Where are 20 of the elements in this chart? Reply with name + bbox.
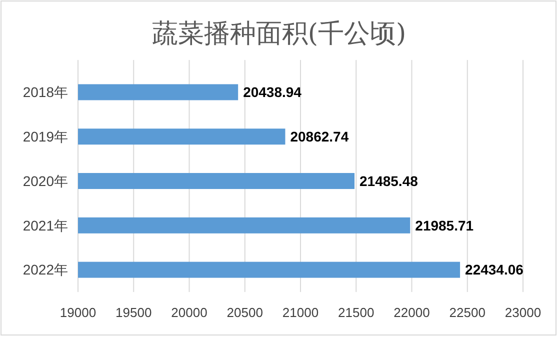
data-label: 20438.94 xyxy=(243,84,302,100)
y-tick-label: 2021年 xyxy=(22,217,68,234)
x-tick-label: 21000 xyxy=(282,305,319,320)
x-tick-label: 22500 xyxy=(449,305,486,320)
x-tick-label: 22000 xyxy=(394,305,430,320)
data-label: 22434.06 xyxy=(465,262,524,278)
x-tick-label: 20000 xyxy=(171,305,208,320)
y-tick-label: 2018年 xyxy=(22,84,68,100)
x-tick-label: 19000 xyxy=(60,305,96,320)
chart-title: 蔬菜播种面积(千公顷) xyxy=(152,19,406,49)
x-tick-label: 20500 xyxy=(226,305,263,320)
x-tick-label: 21500 xyxy=(338,305,374,320)
y-tick-label: 2020年 xyxy=(22,172,68,189)
data-label: 21485.48 xyxy=(360,172,418,189)
x-tick-label: 19500 xyxy=(116,305,152,320)
data-label: 20862.74 xyxy=(290,128,349,144)
y-tick-label: 2022年 xyxy=(22,262,68,278)
y-tick-label: 2019年 xyxy=(22,128,68,144)
data-label: 21985.71 xyxy=(415,217,474,234)
x-tick-label: 23000 xyxy=(504,305,542,320)
